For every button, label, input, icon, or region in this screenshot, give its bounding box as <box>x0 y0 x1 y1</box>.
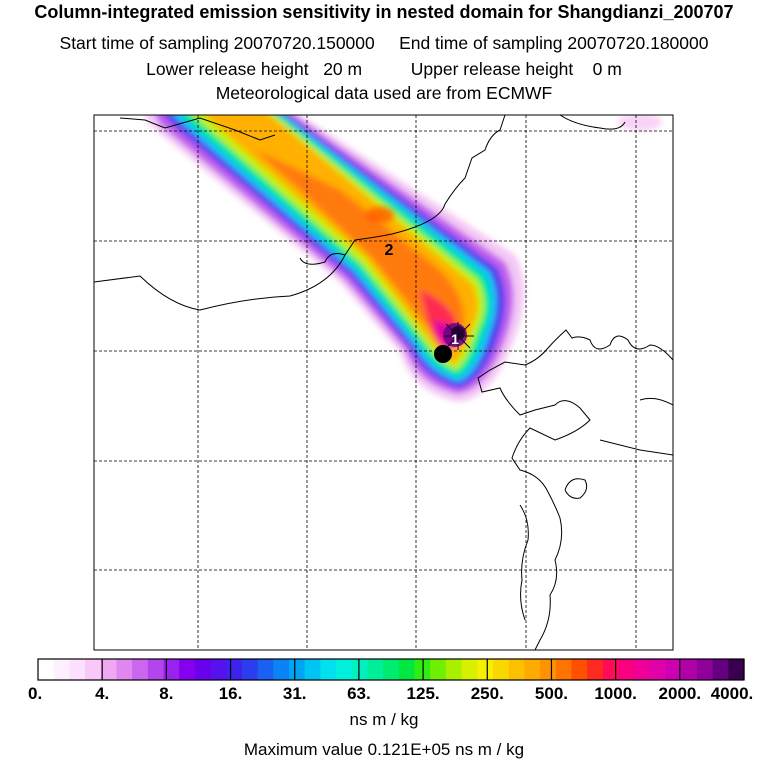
colorbar-swatch <box>649 659 667 680</box>
colorbar-tick-label: 4. <box>95 684 110 703</box>
colorbar-swatch <box>508 659 525 680</box>
station-marker <box>434 345 452 363</box>
colorbar-tick-label: 500. <box>534 684 568 703</box>
colorbar-dividers <box>101 659 681 680</box>
colorbar-swatch <box>147 659 165 680</box>
lower-label: Lower release height <box>146 59 309 79</box>
colorbar-tick-label: 63. <box>347 684 371 703</box>
colorbar-swatch <box>540 659 557 680</box>
colorbar-swatch <box>618 659 635 680</box>
colorbar-swatch <box>681 659 698 680</box>
colorbar-swatch <box>383 659 400 680</box>
colorbar-tick-label: 2000. <box>658 684 702 703</box>
coastlines <box>94 115 673 650</box>
source-hatch <box>444 322 474 350</box>
lower-value: 20 m <box>323 59 363 79</box>
colorbar-tick-label: 1000. <box>594 684 637 703</box>
colorbar-swatch <box>257 659 274 680</box>
label-2: 2 <box>385 242 394 259</box>
plume-layer <box>145 115 662 402</box>
label-1: 1 <box>451 331 459 347</box>
colorbar-tick-label: 8. <box>159 684 174 703</box>
colorbar-swatch <box>587 659 604 680</box>
max-value-line: Maximum value 0.121E+05 ns m / kg <box>0 740 768 760</box>
upper-value: 0 m <box>592 59 622 79</box>
colorbar-swatch <box>132 659 149 680</box>
met-data-note: Meteorological data used are from ECMWF <box>215 83 553 103</box>
colorbar-tick-label: 4000. <box>710 684 754 703</box>
colorbar-swatch <box>602 659 620 680</box>
end-label: End time of sampling <box>399 33 563 53</box>
plume-band <box>255 150 464 352</box>
colorbar-swatch <box>555 659 573 680</box>
colorbar-swatch <box>492 659 510 680</box>
colorbar-tick-label: 0. <box>28 684 43 703</box>
colorbar-tick-label: 31. <box>282 684 307 703</box>
colorbar-tick-label: 125. <box>406 684 440 703</box>
colorbar-swatch <box>461 659 478 680</box>
end-value: 20070720.180000 <box>567 33 709 53</box>
colorbar-swatch <box>398 659 416 680</box>
colorbar-swatch <box>367 659 384 680</box>
colorbar-swatch <box>53 659 70 680</box>
colorbar-swatch <box>351 659 369 680</box>
colorbar-swatch <box>163 659 180 680</box>
colorbar-swatch <box>116 659 133 680</box>
colorbar-tick-label: 16. <box>218 684 243 703</box>
colorbar-swatch <box>194 659 212 680</box>
colorbar-swatch <box>696 659 714 680</box>
colorbar-swatch <box>524 659 541 680</box>
colorbar-swatch <box>336 659 353 680</box>
colorbar-swatch <box>85 659 102 680</box>
colorbar-swatch <box>634 659 651 680</box>
release-heights: Lower release height 20 m Upper release … <box>0 59 768 80</box>
colorbar-swatch <box>179 659 196 680</box>
hotspot-upstream <box>366 207 394 223</box>
max-units: ns m / kg <box>455 740 525 759</box>
colorbar-swatch <box>728 659 745 680</box>
colorbar-frame <box>37 658 745 681</box>
colorbar-swatch <box>571 659 588 680</box>
colorbar-swatch <box>445 659 463 680</box>
colorbar-swatch <box>320 659 337 680</box>
colorbar-swatch <box>665 659 682 680</box>
graticule <box>94 115 673 650</box>
max-value: 0.121E+05 <box>367 740 451 759</box>
colorbar-swatch <box>38 659 55 680</box>
colorbar-swatch <box>430 659 447 680</box>
colorbar-tick-label: 250. <box>470 684 504 703</box>
upper-label: Upper release height <box>410 59 574 79</box>
colorbar-swatch <box>100 659 118 680</box>
plot-title: Column-integrated emission sensitivity i… <box>34 2 734 22</box>
colorbar <box>38 659 745 680</box>
sampling-times: Start time of sampling 20070720.150000 E… <box>0 33 768 54</box>
colorbar-swatch <box>289 659 306 680</box>
colorbar-swatch <box>226 659 243 680</box>
colorbar-units: ns m / kg <box>349 710 419 729</box>
start-value: 20070720.150000 <box>233 33 375 53</box>
start-label: Start time of sampling <box>59 33 229 53</box>
colorbar-swatch <box>241 659 259 680</box>
colorbar-swatch <box>304 659 321 680</box>
max-label: Maximum value <box>243 740 363 759</box>
map-frame <box>93 114 674 651</box>
colorbar-swatch <box>477 659 494 680</box>
colorbar-swatch <box>210 659 227 680</box>
colorbar-swatch <box>69 659 86 680</box>
colorbar-swatch <box>712 659 729 680</box>
faint-patch <box>618 115 662 131</box>
colorbar-swatch <box>273 659 290 680</box>
